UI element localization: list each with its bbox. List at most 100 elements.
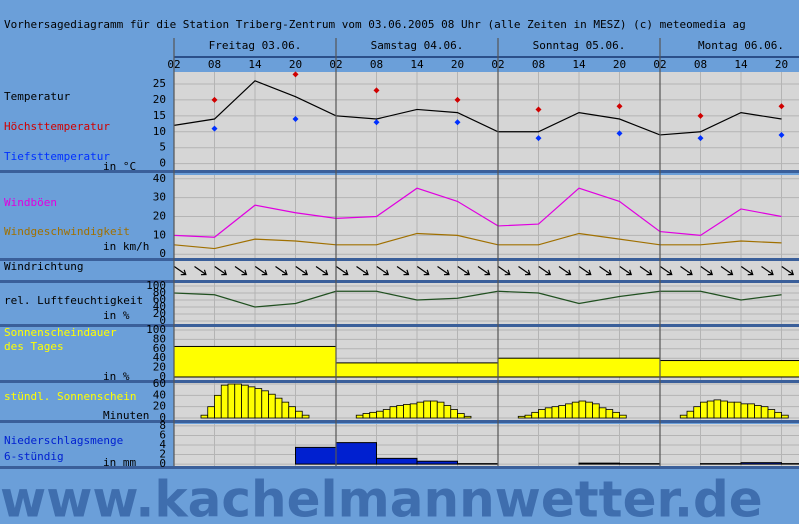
wind-arrow-shape — [720, 265, 734, 276]
y-tick-label: 40 — [153, 388, 166, 401]
wind-arrow-shape — [599, 265, 612, 276]
wind-arrow — [234, 265, 248, 276]
y-tick-label: 0 — [159, 157, 166, 170]
wind-arrow — [275, 265, 288, 276]
hour-bar — [733, 401, 742, 419]
hour-bar — [376, 410, 384, 419]
precip-bar — [740, 462, 782, 465]
precip-bar — [376, 457, 418, 465]
wind-arrow — [497, 265, 511, 276]
hour-bar — [693, 406, 701, 419]
hour-bar — [700, 401, 708, 419]
hour-bar — [274, 397, 283, 419]
wind-arrow — [376, 265, 390, 276]
precip-bar — [295, 446, 337, 465]
precip-bar — [578, 462, 620, 465]
wind-arrow-shape — [416, 265, 430, 276]
wind-arrow — [578, 265, 592, 276]
hour-bar — [598, 407, 607, 419]
series-line — [173, 80, 782, 136]
hour-bar — [355, 414, 364, 419]
hour-bar — [443, 405, 452, 419]
hour-label: 20 — [289, 58, 302, 71]
wind-arrow-shape — [761, 265, 774, 276]
wind-arrow — [437, 265, 450, 276]
hour-bar — [207, 406, 215, 419]
hour-bar — [369, 411, 377, 419]
panel-label: Windrichtung — [4, 260, 83, 273]
y-tick-label: 40 — [153, 351, 166, 364]
diamond-marker — [454, 96, 461, 103]
hour-bar — [281, 401, 290, 419]
y-tick-label: 10 — [153, 125, 166, 138]
hour-bar — [463, 415, 472, 419]
y-tick-label: 20 — [153, 210, 166, 223]
wind-arrow — [761, 265, 774, 276]
y-tick-label: 8 — [159, 419, 166, 432]
y-tick-label: 0 — [159, 457, 166, 470]
hour-bar — [531, 411, 539, 419]
legend-label: Höchsttemperatur — [4, 120, 110, 133]
wind-arrow — [558, 265, 572, 276]
y-tick-label: 10 — [153, 228, 166, 241]
hour-label: 08 — [208, 58, 221, 71]
hour-bar — [382, 409, 391, 419]
hour-bar — [706, 400, 715, 419]
hour-bar — [727, 401, 735, 419]
diamond-marker — [778, 131, 785, 138]
y-tick-label: 5 — [159, 141, 166, 154]
hour-label: 20 — [451, 58, 464, 71]
wind-arrow — [680, 265, 693, 276]
diamond-marker — [373, 119, 380, 126]
hour-bar — [423, 400, 431, 419]
diamond-marker — [373, 87, 380, 94]
wind-arrow — [315, 265, 329, 276]
y-tick-label: 40 — [153, 300, 166, 313]
wind-arrow-shape — [558, 265, 572, 276]
wind-arrow-shape — [356, 265, 369, 276]
hour-bar — [389, 406, 398, 419]
wind-arrow — [477, 265, 491, 276]
wind-arrow — [416, 265, 430, 276]
hour-bar — [720, 400, 728, 419]
y-tick-label: 20 — [153, 400, 166, 413]
series-line — [173, 187, 782, 238]
hour-bar — [781, 414, 789, 419]
diamond-marker — [616, 103, 623, 110]
diamond-marker — [535, 135, 542, 142]
wind-arrow — [254, 265, 268, 276]
y-tick-label: 40 — [153, 172, 166, 185]
hour-bar — [754, 405, 762, 419]
diamond-marker — [211, 96, 218, 103]
y-tick-label: 25 — [153, 77, 166, 90]
hour-bar — [551, 406, 560, 419]
series-line — [173, 290, 782, 308]
hour-bar — [592, 403, 600, 419]
hour-bar — [619, 414, 627, 419]
hour-bar — [605, 409, 614, 419]
hour-bar — [234, 383, 242, 419]
wind-arrow-shape — [335, 265, 349, 276]
legend-label: des Tages — [4, 340, 64, 353]
wind-arrow-shape — [538, 265, 552, 276]
diamond-marker — [454, 119, 461, 126]
diamond-marker — [778, 103, 785, 110]
legend-label: Tiefsttemperatur — [4, 150, 110, 163]
wind-arrow-shape — [275, 265, 288, 276]
wind-arrow — [295, 265, 309, 276]
hour-bar — [396, 405, 404, 419]
wind-arrow — [639, 265, 653, 276]
wind-arrow-shape — [680, 265, 693, 276]
diamond-marker — [697, 135, 704, 142]
diamond-marker — [697, 112, 704, 119]
y-tick-label: 0 — [159, 370, 166, 383]
hour-bar — [436, 401, 445, 419]
wind-arrow — [720, 265, 734, 276]
wind-arrow-shape — [437, 265, 450, 276]
wind-arrow — [173, 265, 187, 276]
y-tick-label: 20 — [153, 361, 166, 374]
hour-bar — [241, 384, 249, 419]
day-bar — [659, 360, 799, 378]
y-tick-label: 80 — [153, 332, 166, 345]
